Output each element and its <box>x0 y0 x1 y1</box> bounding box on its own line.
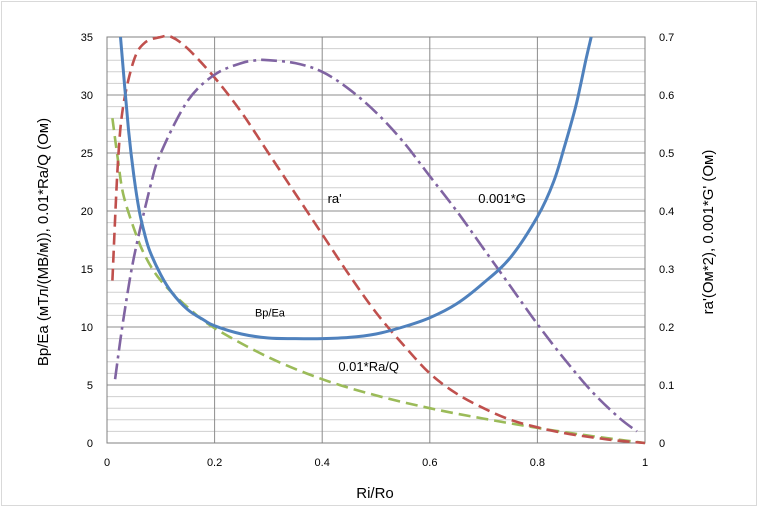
annotation-label: Bp/Ea <box>255 308 286 320</box>
annotations: ra' 0.001*G Bp/Ea 0.01*Ra/Q <box>255 191 526 374</box>
y-right-tick-label: 0.5 <box>659 148 674 160</box>
series-line-0-01-ra-q <box>111 118 646 445</box>
tick-labels: 0 0.2 0.4 0.6 0.8 10510152025303500.10.20.30.… <box>81 32 675 469</box>
x-tick-label: 1 <box>642 457 648 469</box>
series-layer <box>111 34 646 445</box>
y-right-tick-label: 0.7 <box>659 32 674 44</box>
y-left-tick-label: 15 <box>81 264 93 276</box>
y-right-tick-label: 0.3 <box>659 264 674 276</box>
y-left-tick-label: 5 <box>87 380 93 392</box>
y-axis-left-title: Bp/Ea (мТл/(МВ/м)), 0.01*Ra/Q (Ом) <box>35 118 52 366</box>
y-left-tick-label: 30 <box>81 90 93 102</box>
y-right-tick-label: 0.2 <box>659 322 674 334</box>
annotation-label: ra' <box>328 191 342 206</box>
series-line-0-001-g <box>113 58 638 433</box>
y-right-tick-label: 0.6 <box>659 90 674 102</box>
y-axis-right-title: ra'(Ом*2), 0.001*G' (Ом) <box>700 150 717 315</box>
plot-area-border <box>106 36 646 444</box>
y-right-tick-label: 0 <box>659 438 665 450</box>
series-line-ra- <box>111 34 646 445</box>
y-left-tick-label: 20 <box>81 206 93 218</box>
x-axis-title: Ri/Ro <box>356 485 394 502</box>
x-tick-label: 0.8 <box>530 457 545 469</box>
y-left-tick-label: 0 <box>87 438 93 450</box>
y-right-tick-label: 0.4 <box>659 206 674 218</box>
series-line-bp-ea <box>119 36 593 341</box>
annotation-label: 0.001*G <box>478 191 526 206</box>
y-left-tick-label: 35 <box>81 32 93 44</box>
x-tick-label: 0.6 <box>422 457 437 469</box>
x-tick-label: 0.2 <box>207 457 222 469</box>
annotation-label: 0.01*Ra/Q <box>338 359 399 374</box>
x-tick-label: 0 <box>104 457 110 469</box>
x-tick-label: 0.4 <box>315 457 330 469</box>
y-left-tick-label: 10 <box>81 322 93 334</box>
y-right-tick-label: 0.1 <box>659 380 674 392</box>
y-left-tick-label: 25 <box>81 148 93 160</box>
